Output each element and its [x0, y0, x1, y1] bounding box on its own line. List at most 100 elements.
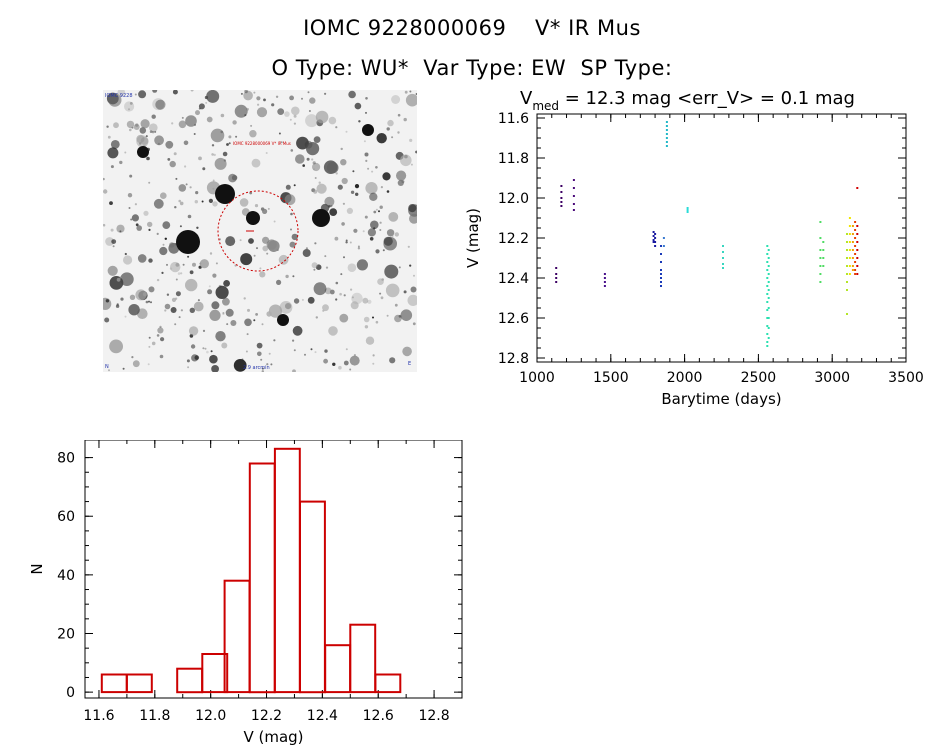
data-point	[652, 235, 655, 237]
histogram-bars	[100, 447, 402, 694]
star	[367, 228, 376, 237]
data-point	[856, 225, 859, 227]
data-point	[854, 245, 857, 247]
data-point	[767, 265, 770, 267]
star	[293, 298, 300, 304]
star	[232, 120, 237, 125]
star	[357, 247, 361, 250]
y-tick-label: 12.0	[498, 191, 529, 207]
y-tick-label: 0	[66, 685, 75, 701]
histogram-bar	[223, 579, 251, 694]
star	[394, 303, 398, 307]
star	[302, 164, 305, 167]
star	[115, 304, 120, 308]
y-tick-label: 40	[57, 568, 75, 584]
star	[239, 239, 242, 242]
star	[166, 293, 170, 296]
star	[295, 154, 305, 164]
bright-star	[215, 184, 235, 204]
star	[343, 256, 345, 259]
star	[253, 91, 256, 94]
star	[124, 101, 135, 112]
x-tick-label: 12.0	[195, 708, 226, 724]
data-point	[652, 241, 655, 243]
star	[136, 135, 149, 148]
star	[109, 339, 123, 354]
data-point	[819, 281, 822, 283]
data-point	[854, 237, 857, 239]
star	[122, 367, 125, 370]
star	[244, 318, 252, 327]
star	[314, 351, 317, 354]
star	[257, 103, 260, 106]
star	[369, 192, 378, 201]
star	[259, 271, 266, 278]
star	[106, 125, 109, 128]
histogram-y-label: N	[30, 563, 46, 574]
star	[365, 159, 368, 162]
data-point	[766, 333, 769, 335]
star	[324, 92, 327, 95]
star	[197, 299, 200, 302]
star	[351, 292, 363, 305]
star	[375, 208, 378, 211]
star	[143, 210, 149, 216]
star	[138, 90, 147, 99]
star	[369, 237, 374, 241]
star	[386, 127, 390, 131]
data-point	[665, 137, 668, 139]
star	[151, 131, 155, 134]
star	[168, 242, 180, 254]
data-point	[603, 281, 606, 283]
x-tick-label: 2000	[667, 370, 703, 386]
data-point	[854, 229, 857, 231]
star	[164, 309, 167, 312]
title-rest: = 12.3 mag <err_V> = 0.1 mag	[559, 88, 855, 109]
star	[389, 357, 396, 364]
star	[410, 286, 417, 293]
star	[117, 90, 126, 97]
star	[394, 232, 399, 237]
star	[323, 358, 328, 364]
star	[148, 258, 153, 263]
data-point	[856, 257, 859, 259]
star	[267, 240, 280, 253]
star	[306, 157, 310, 161]
data-point	[652, 239, 655, 241]
data-point	[819, 257, 822, 259]
star	[386, 190, 390, 193]
data-point	[819, 249, 822, 251]
star	[209, 309, 221, 321]
star	[355, 192, 359, 196]
star	[131, 126, 134, 129]
star	[273, 339, 276, 342]
star	[192, 262, 196, 267]
star	[202, 329, 206, 332]
histogram-bar	[100, 673, 128, 694]
data-point	[572, 195, 575, 197]
data-point	[846, 281, 848, 283]
star	[134, 93, 137, 96]
star	[313, 282, 327, 296]
x-tick-label: 12.6	[363, 708, 394, 724]
star	[405, 93, 417, 107]
chart-title-line2: O Type: WU* Var Type: EW SP Type:	[271, 56, 673, 80]
star	[222, 151, 228, 157]
data-point	[660, 245, 662, 247]
title-v: V	[520, 88, 533, 109]
star	[247, 308, 250, 312]
data-point	[846, 249, 848, 251]
star	[162, 221, 171, 230]
star	[307, 296, 315, 304]
star	[201, 200, 204, 203]
star	[180, 272, 183, 275]
data-point	[848, 265, 851, 267]
star	[397, 131, 400, 134]
star	[346, 207, 353, 214]
star	[246, 333, 249, 336]
star	[180, 309, 183, 312]
star	[259, 267, 262, 270]
star	[324, 196, 335, 207]
star	[412, 322, 416, 326]
star	[382, 172, 391, 181]
